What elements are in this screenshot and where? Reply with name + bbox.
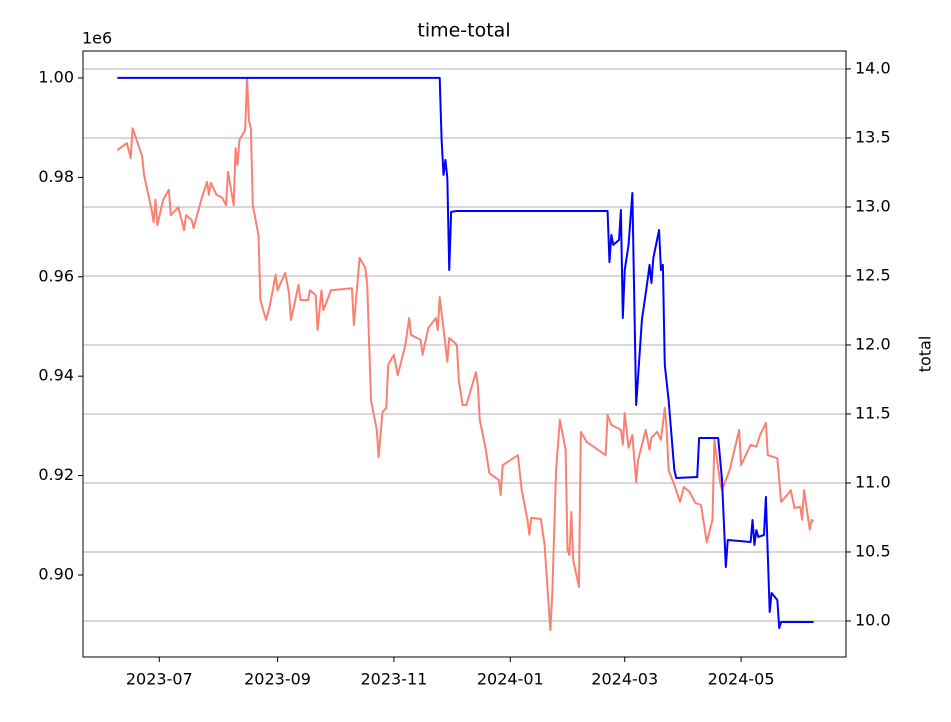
y2-tick-label: 10.0 (855, 610, 891, 629)
series-line (117, 76, 814, 630)
x-tick-label: 2024-05 (708, 670, 775, 689)
y2-axis-label: total (916, 336, 935, 373)
y2-tick-label: 11.0 (855, 472, 891, 491)
x-tick-label: 2023-07 (126, 670, 193, 689)
y2-tick-label: 11.5 (855, 403, 891, 422)
x-tick-label: 2024-03 (591, 670, 658, 689)
y2-tick-label: 13.0 (855, 196, 891, 215)
y-tick-label: 0.98 (38, 167, 74, 186)
x-tick-label: 2023-09 (244, 670, 311, 689)
y2-tick-label: 14.0 (855, 58, 891, 77)
y-tick-label: 0.92 (38, 465, 74, 484)
chart-title: time-total (417, 20, 510, 42)
y2-tick-label: 13.5 (855, 127, 891, 146)
y2-tick-label: 12.0 (855, 334, 891, 353)
y-tick-label: 0.94 (38, 366, 74, 385)
y2-tick-label: 10.5 (855, 541, 891, 560)
plot-frame (82, 50, 847, 658)
y2-tick-label: 12.5 (855, 265, 891, 284)
y-tick-label: 0.96 (38, 266, 74, 285)
series-line (116, 76, 815, 632)
x-tick-label: 2024-01 (477, 670, 544, 689)
y-tick-label: 1.00 (38, 67, 74, 86)
y-offset-label: 1e6 (82, 29, 112, 48)
y-tick-label: 0.90 (38, 564, 74, 583)
x-tick-label: 2023-11 (360, 670, 427, 689)
